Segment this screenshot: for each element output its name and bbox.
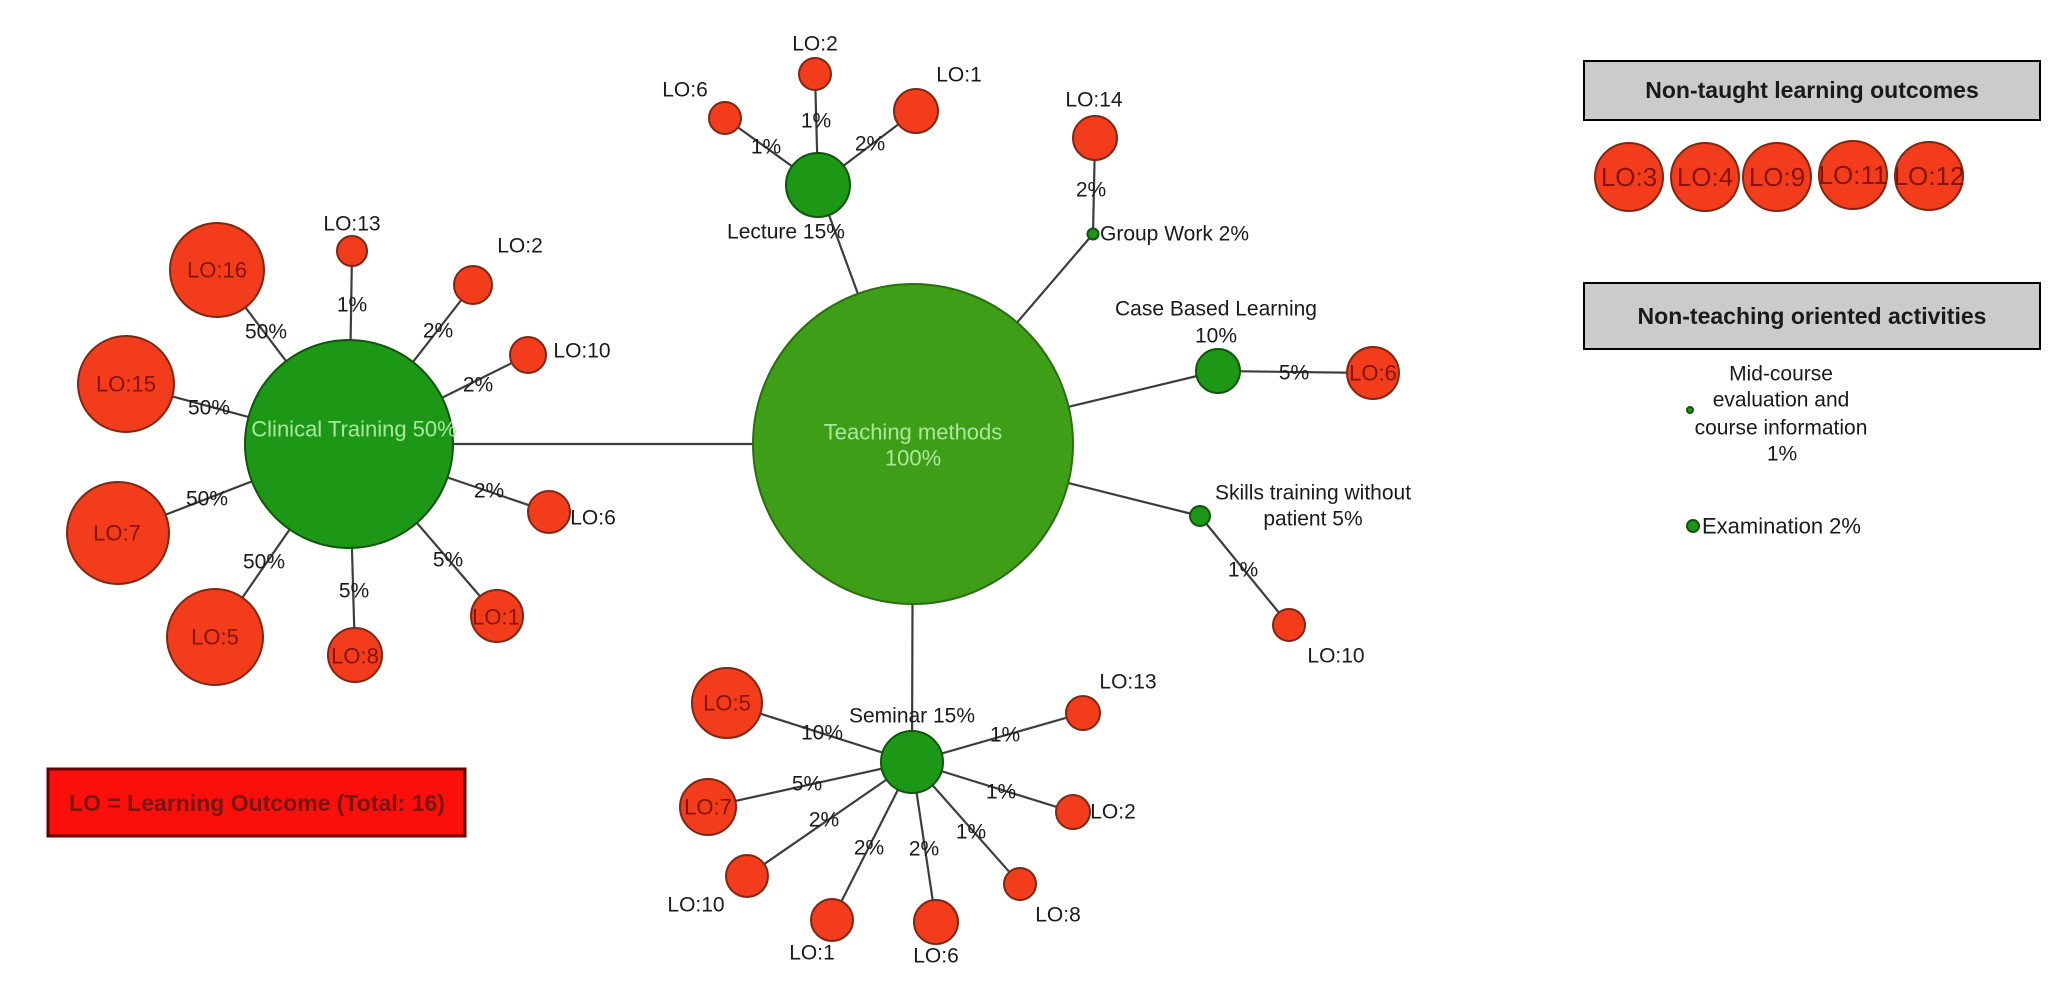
svg-text:LO:7: LO:7 <box>93 521 141 546</box>
svg-text:1%: 1% <box>1767 443 1797 466</box>
svg-text:2%: 2% <box>474 480 504 503</box>
svg-text:LO:10: LO:10 <box>553 340 610 363</box>
svg-text:evaluation and: evaluation and <box>1713 389 1850 412</box>
svg-text:2%: 2% <box>1076 179 1106 202</box>
svg-text:1%: 1% <box>990 724 1020 747</box>
svg-text:LO:15: LO:15 <box>96 372 156 397</box>
svg-text:50%: 50% <box>188 397 230 420</box>
svg-text:LO:2: LO:2 <box>497 235 543 258</box>
svg-text:LO:6: LO:6 <box>570 507 616 530</box>
svg-text:LO:6: LO:6 <box>1349 361 1397 386</box>
svg-text:5%: 5% <box>339 580 369 603</box>
svg-text:LO:2: LO:2 <box>1090 801 1136 824</box>
svg-text:LO:10: LO:10 <box>667 894 724 917</box>
svg-text:LO:1: LO:1 <box>472 605 520 630</box>
svg-text:Group Work 2%: Group Work 2% <box>1100 223 1249 246</box>
svg-text:5%: 5% <box>1279 362 1309 385</box>
svg-text:LO:14: LO:14 <box>1065 89 1123 112</box>
svg-text:LO:6: LO:6 <box>913 945 959 968</box>
svg-text:LO:8: LO:8 <box>1035 904 1081 927</box>
svg-text:1%: 1% <box>801 110 831 133</box>
svg-text:50%: 50% <box>245 321 287 344</box>
svg-text:100%: 100% <box>885 446 941 471</box>
svg-text:LO:12: LO:12 <box>1894 161 1965 191</box>
svg-text:10%: 10% <box>801 722 843 745</box>
svg-text:1%: 1% <box>1228 559 1258 582</box>
svg-text:LO:3: LO:3 <box>1601 162 1657 192</box>
svg-text:LO:7: LO:7 <box>684 795 732 820</box>
svg-text:1%: 1% <box>986 781 1016 804</box>
svg-text:LO = Learning Outcome (Total:: LO = Learning Outcome (Total: 16) <box>69 790 445 816</box>
svg-text:Seminar 15%: Seminar 15% <box>849 705 975 728</box>
svg-text:LO:1: LO:1 <box>789 942 835 965</box>
svg-text:LO:5: LO:5 <box>703 691 751 716</box>
svg-text:2%: 2% <box>855 133 885 156</box>
svg-text:Skills training without: Skills training without <box>1215 482 1411 505</box>
svg-text:50%: 50% <box>186 488 228 511</box>
svg-text:patient 5%: patient 5% <box>1263 508 1362 531</box>
svg-text:LO:13: LO:13 <box>323 213 380 236</box>
svg-text:LO:11: LO:11 <box>1819 160 1888 190</box>
svg-text:Non-taught learning outcomes: Non-taught learning outcomes <box>1645 77 1979 103</box>
svg-text:LO:6: LO:6 <box>662 79 708 102</box>
svg-text:2%: 2% <box>809 809 839 832</box>
svg-text:LO:13: LO:13 <box>1099 671 1156 694</box>
svg-text:Mid-course: Mid-course <box>1729 363 1833 386</box>
svg-text:10%: 10% <box>1195 325 1237 348</box>
svg-text:Non-teaching oriented activiti: Non-teaching oriented activities <box>1638 303 1987 329</box>
svg-text:LO:4: LO:4 <box>1677 162 1733 192</box>
svg-text:1%: 1% <box>337 294 367 317</box>
svg-text:2%: 2% <box>463 374 493 397</box>
svg-text:2%: 2% <box>854 837 884 860</box>
svg-text:LO:2: LO:2 <box>792 33 838 56</box>
svg-text:LO:1: LO:1 <box>936 64 982 87</box>
svg-text:Clinical Training 50%: Clinical Training 50% <box>251 417 456 442</box>
svg-text:2%: 2% <box>909 838 939 861</box>
svg-text:LO:5: LO:5 <box>191 625 239 650</box>
svg-text:course information: course information <box>1695 417 1868 440</box>
svg-text:5%: 5% <box>433 549 463 572</box>
svg-text:LO:16: LO:16 <box>187 258 247 283</box>
svg-text:2%: 2% <box>423 320 453 343</box>
svg-text:Lecture 15%: Lecture 15% <box>727 221 845 244</box>
svg-text:1%: 1% <box>956 821 986 844</box>
svg-text:Case Based Learning: Case Based Learning <box>1115 298 1317 321</box>
svg-text:LO:9: LO:9 <box>1749 162 1805 192</box>
svg-text:LO:10: LO:10 <box>1307 645 1364 668</box>
svg-text:LO:8: LO:8 <box>331 644 379 669</box>
svg-text:1%: 1% <box>751 136 781 159</box>
svg-text:5%: 5% <box>792 773 822 796</box>
svg-text:Teaching methods: Teaching methods <box>824 420 1003 445</box>
svg-text:50%: 50% <box>243 551 285 574</box>
svg-text:Examination 2%: Examination 2% <box>1702 514 1861 539</box>
